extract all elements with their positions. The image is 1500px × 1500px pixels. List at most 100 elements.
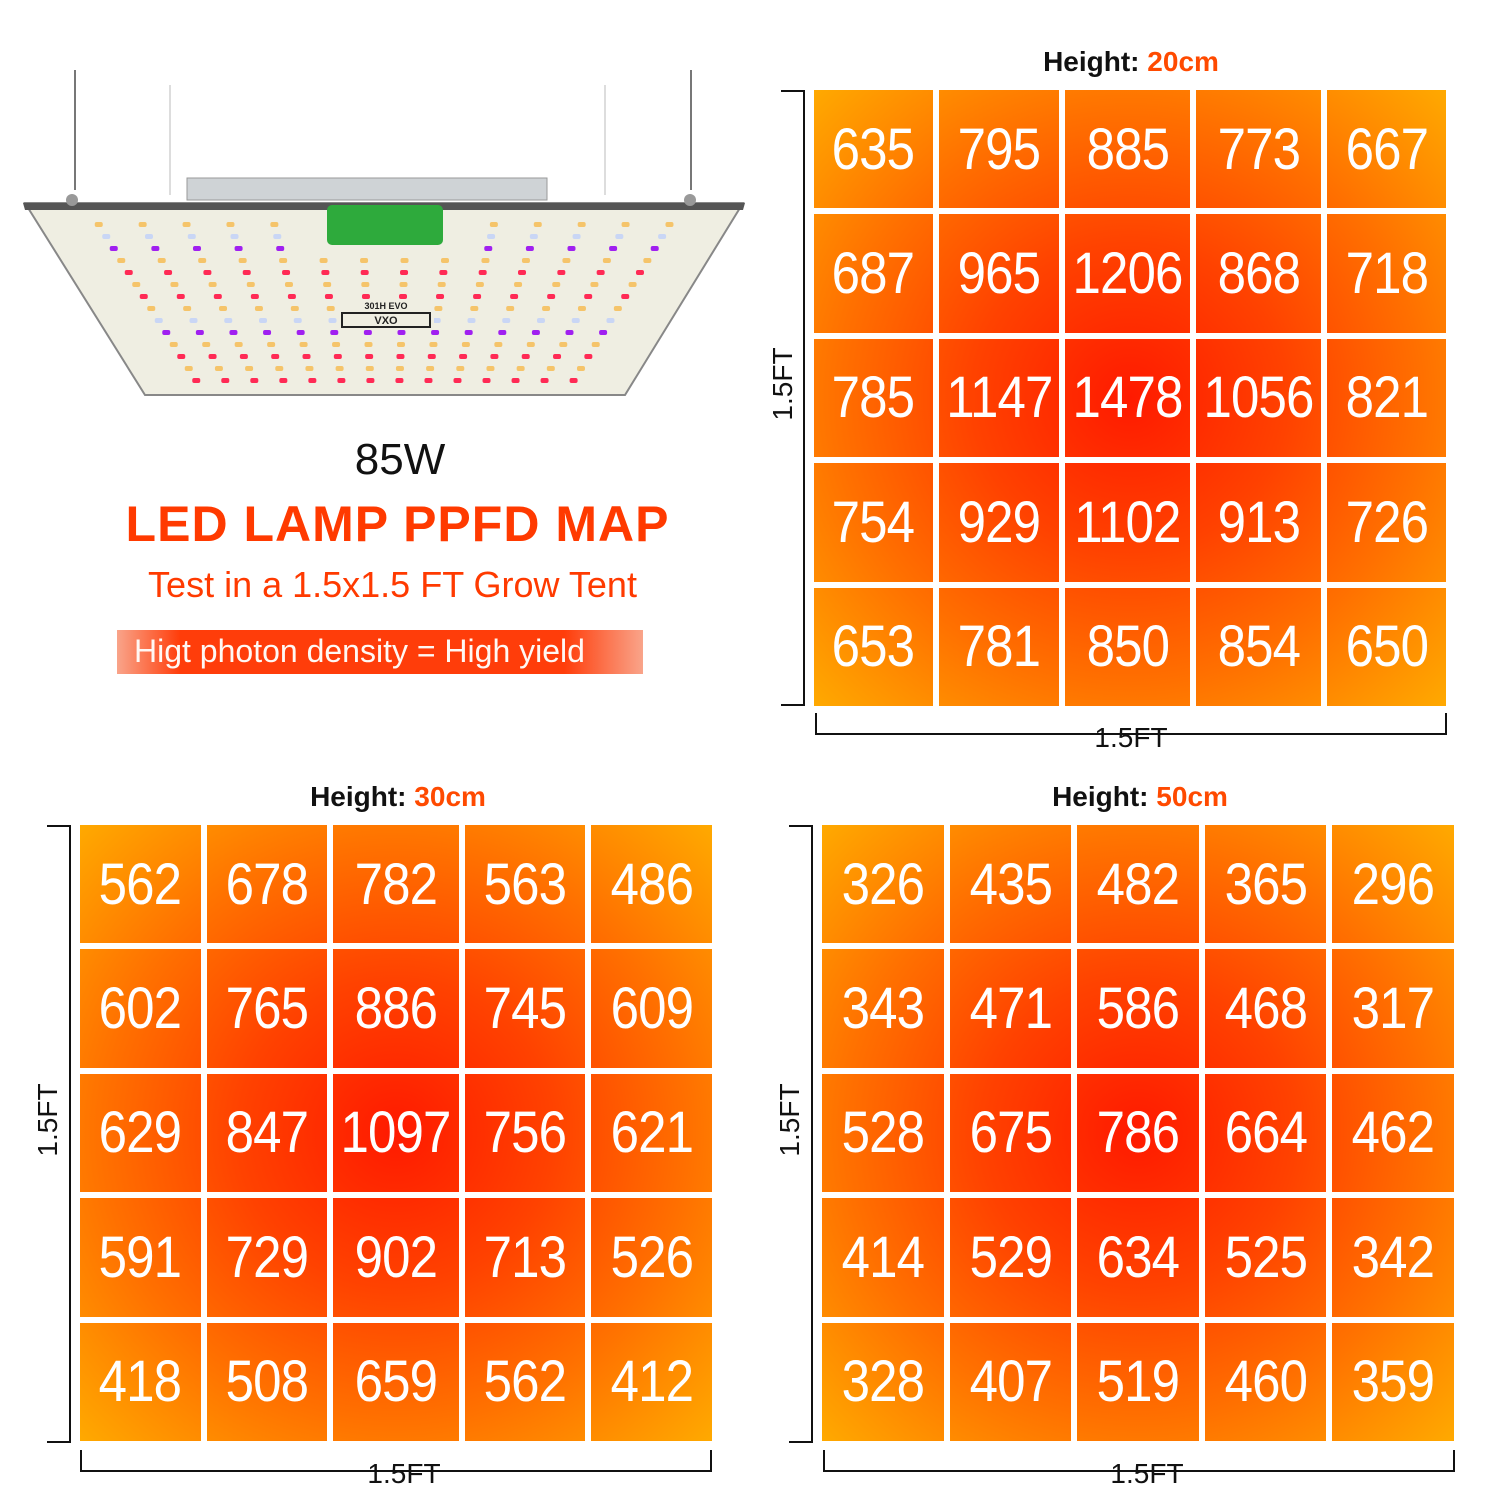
led-diode (525, 246, 534, 251)
heatmap-cell: 629 (77, 1070, 204, 1196)
ppfd-value: 486 (610, 851, 693, 917)
ppfd-value: 765 (225, 976, 309, 1042)
ppfd-value: 602 (99, 976, 182, 1042)
heatmap-cell: 414 (819, 1195, 947, 1320)
heatmap-cell: 729 (203, 1195, 331, 1320)
heatmap-cell: 326 (819, 822, 947, 947)
led-diode (439, 270, 448, 275)
heatmap-cell: 519 (1074, 1319, 1202, 1444)
led-diode (321, 270, 330, 275)
led-diode (189, 318, 198, 323)
led-diode (542, 306, 551, 311)
led-diode (602, 258, 611, 263)
led-diode (565, 330, 574, 335)
led-diode (102, 234, 111, 239)
led-diode (395, 378, 404, 383)
wattage-label: 85W (354, 435, 446, 484)
heatmap-cell: 634 (1074, 1195, 1202, 1320)
led-diode (397, 330, 406, 335)
led-diode (658, 234, 667, 239)
led-diode (436, 294, 445, 299)
ppfd-value: 854 (1217, 614, 1301, 680)
led-diode (478, 270, 487, 275)
ppfd-value: 343 (841, 976, 925, 1042)
ppfd-value: 929 (957, 489, 1041, 555)
ppfd-value: 885 (1086, 116, 1170, 182)
led-diode (258, 318, 267, 323)
ppfd-value: 1206 (1072, 241, 1184, 307)
led-diode (279, 258, 288, 263)
heatmap-cell: 468 (1201, 946, 1330, 1071)
led-diode (516, 366, 525, 371)
ppfd-value: 609 (610, 976, 693, 1042)
ppfd-value: 754 (832, 489, 915, 555)
x-axis-label: 1.5FT (367, 1458, 441, 1489)
led-diode (540, 378, 549, 383)
heatmap-title-30cm: Height: 30cm (78, 781, 718, 813)
led-diode (650, 246, 659, 251)
heatmap-cell: 885 (1062, 87, 1194, 212)
led-diode (576, 366, 585, 371)
led-diode (590, 282, 599, 287)
led-diode (529, 234, 538, 239)
x-axis-label: 1.5FT (1094, 722, 1168, 753)
led-diode (154, 318, 163, 323)
led-diode (202, 342, 211, 347)
heatmap-cell: 296 (1329, 822, 1457, 947)
x-bracket (80, 1450, 712, 1472)
led-diode (621, 222, 630, 227)
ppfd-value: 756 (483, 1100, 567, 1166)
ppfd-value: 562 (483, 1349, 567, 1415)
ppfd-value: 664 (1224, 1100, 1307, 1166)
led-diode (431, 330, 440, 335)
heatmap-cell: 786 (1074, 1070, 1202, 1196)
y-bracket (781, 90, 805, 706)
led-diode (147, 306, 156, 311)
led-diode (599, 330, 608, 335)
led-diode (276, 246, 285, 251)
heatmap-cell: 562 (461, 1319, 589, 1444)
led-diode (250, 294, 259, 299)
led-diode (176, 294, 185, 299)
y-bracket (47, 825, 71, 1443)
heatmap-cell: 586 (1074, 946, 1202, 1071)
ppfd-value: 1097 (340, 1100, 452, 1166)
led-diode (226, 222, 235, 227)
heatmap-cell: 525 (1201, 1195, 1330, 1320)
heatmap-cell: 965 (935, 211, 1063, 336)
led-diode (429, 342, 438, 347)
led-diode (198, 258, 207, 263)
led-diode (230, 234, 239, 239)
ppfd-value: 629 (99, 1100, 182, 1166)
led-diode (609, 246, 618, 251)
heatmap-cell: 1147 (935, 335, 1063, 461)
heatmap-cell: 854 (1193, 584, 1325, 709)
ppfd-value: 1102 (1074, 489, 1182, 555)
ppfd-value: 526 (610, 1224, 693, 1290)
heatmap-cell: 328 (819, 1319, 947, 1444)
led-diode (510, 294, 519, 299)
driver-box (327, 205, 443, 245)
led-diode (250, 378, 259, 383)
led-diode (332, 342, 341, 347)
page-title: LED LAMP PPFD MAP (125, 496, 670, 552)
heatmap-cell: 528 (819, 1070, 947, 1196)
led-diode (521, 258, 530, 263)
ppfd-value: 482 (1096, 851, 1180, 917)
ppfd-value: 519 (1096, 1349, 1180, 1415)
heatmap-cell: 754 (811, 460, 936, 585)
led-diode (365, 354, 374, 359)
heatmap-cell: 435 (946, 822, 1075, 947)
heatmap-cell: 563 (461, 822, 589, 947)
led-diode (221, 378, 230, 383)
led-diode (643, 258, 652, 263)
ppfd-value: 634 (1096, 1224, 1180, 1290)
heatmap-cell: 359 (1329, 1319, 1457, 1444)
heatmap-cell: 635 (811, 87, 936, 212)
ppfd-value: 586 (1096, 976, 1180, 1042)
led-diode (192, 246, 201, 251)
led-diode (208, 282, 217, 287)
led-diode (361, 282, 370, 287)
led-diode (208, 354, 217, 359)
heatmap-cell: 929 (935, 460, 1063, 585)
